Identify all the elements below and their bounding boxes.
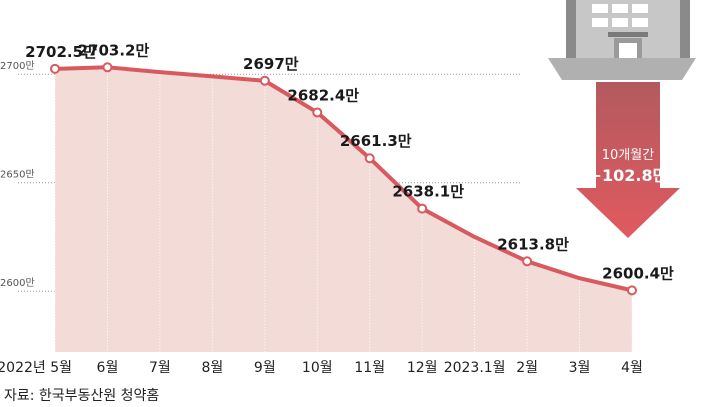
x-tick-label: 2월: [516, 360, 538, 376]
x-tick-label: 9월: [254, 360, 276, 376]
down-arrow-icon: [576, 82, 680, 238]
x-tick-label: 6월: [97, 360, 119, 376]
x-tick-label: 8월: [201, 360, 223, 376]
data-point: [102, 62, 113, 73]
data-label: 2638.1만: [392, 183, 464, 201]
data-point: [312, 107, 323, 118]
data-label: 2703.2만: [78, 41, 150, 59]
x-tick-label: 3월: [569, 360, 591, 376]
apartment-building-icon: [548, 0, 696, 80]
x-tick-label: 11월: [354, 360, 385, 376]
x-tick-label: 4월: [621, 360, 643, 376]
data-point: [417, 203, 428, 214]
data-point: [364, 153, 375, 164]
data-label: 2613.8만: [497, 235, 569, 253]
series-line: [54, 65, 633, 293]
source-note: 자료: 한국부동산원 청약홈: [4, 388, 159, 404]
area-fill: [55, 67, 632, 353]
x-tick-label: 12월: [407, 360, 438, 376]
x-tick-label: 2023.1월: [444, 360, 506, 376]
callout-change: −102.8만: [589, 166, 668, 185]
data-point: [627, 285, 637, 296]
y-tick-label: 2700만: [0, 60, 35, 72]
data-point: [522, 256, 533, 267]
data-label: 2661.3만: [340, 132, 412, 150]
data-label: 2682.4만: [287, 86, 359, 104]
data-label: 2697만: [243, 55, 299, 73]
y-tick-label: 2600만: [0, 277, 35, 289]
y-tick-label: 2650만: [0, 169, 35, 181]
data-label: 2600.4만: [602, 264, 674, 282]
change-callout: 10개월간 −102.8만: [576, 82, 680, 238]
data-point: [259, 75, 270, 86]
callout-period: 10개월간: [602, 148, 654, 163]
x-tick-label: 2022년 5월: [0, 360, 72, 376]
x-tick-label: 10월: [302, 360, 333, 376]
x-tick-label: 7월: [149, 360, 171, 376]
data-label: 2702.5만: [25, 43, 97, 61]
data-point: [50, 63, 60, 74]
